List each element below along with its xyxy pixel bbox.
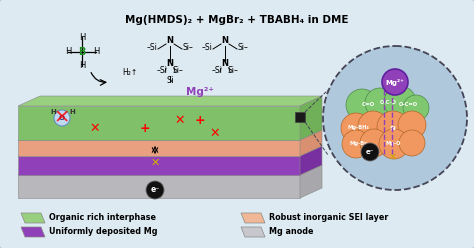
Text: –Si: –Si — [201, 43, 212, 52]
Text: N: N — [221, 36, 228, 45]
Polygon shape — [18, 130, 322, 140]
Text: –Si: –Si — [156, 66, 167, 75]
Text: Mg²⁺: Mg²⁺ — [186, 87, 214, 97]
Polygon shape — [241, 213, 265, 223]
Circle shape — [361, 143, 379, 161]
Polygon shape — [18, 165, 322, 175]
Text: Si: Si — [390, 125, 396, 130]
Text: e⁻: e⁻ — [150, 186, 160, 194]
Polygon shape — [18, 106, 300, 140]
Text: ✕: ✕ — [175, 114, 185, 126]
Circle shape — [54, 110, 70, 126]
Text: H: H — [50, 109, 56, 115]
Text: ✕: ✕ — [54, 109, 70, 127]
Text: N: N — [166, 36, 173, 45]
Text: N: N — [221, 59, 228, 68]
Text: Si–: Si– — [182, 43, 193, 52]
Polygon shape — [18, 140, 300, 156]
Text: H: H — [79, 32, 85, 41]
Text: Uniformly deposited Mg: Uniformly deposited Mg — [49, 227, 157, 237]
Text: H: H — [69, 109, 75, 115]
Text: N: N — [166, 59, 173, 68]
Polygon shape — [241, 227, 265, 237]
Polygon shape — [18, 146, 322, 156]
Text: H₂↑: H₂↑ — [122, 68, 137, 77]
Text: ✕: ✕ — [150, 158, 160, 168]
Text: O-C=O: O-C=O — [399, 102, 418, 107]
Circle shape — [398, 111, 426, 139]
Circle shape — [323, 46, 467, 190]
Text: Mg-O: Mg-O — [385, 141, 401, 146]
Circle shape — [403, 95, 429, 121]
Circle shape — [342, 130, 370, 158]
Circle shape — [399, 130, 425, 156]
Text: +: + — [140, 122, 150, 134]
Polygon shape — [300, 96, 322, 140]
Text: Mg-Br: Mg-Br — [349, 141, 367, 146]
Text: O: O — [59, 115, 65, 121]
Text: –Si: –Si — [146, 43, 157, 52]
Text: Si–: Si– — [228, 66, 238, 75]
Text: B: B — [78, 47, 86, 57]
Text: Si–: Si– — [173, 66, 183, 75]
Text: Si–: Si– — [237, 43, 248, 52]
Polygon shape — [21, 213, 45, 223]
Text: H: H — [65, 48, 71, 57]
Text: C=O: C=O — [361, 102, 374, 107]
Text: H: H — [79, 62, 85, 70]
Text: ✕: ✕ — [389, 152, 397, 162]
Circle shape — [379, 129, 409, 159]
Text: ✕: ✕ — [90, 122, 100, 134]
Text: Robust inorganic SEI layer: Robust inorganic SEI layer — [269, 214, 388, 222]
Text: Organic rich interphase: Organic rich interphase — [49, 214, 156, 222]
Polygon shape — [18, 156, 300, 175]
Circle shape — [358, 111, 388, 141]
Text: –Si: –Si — [211, 66, 222, 75]
Circle shape — [382, 69, 408, 95]
Polygon shape — [300, 130, 322, 156]
Text: e⁻: e⁻ — [366, 149, 374, 155]
Text: O-C-O: O-C-O — [380, 100, 396, 105]
Text: Mg-BH₄: Mg-BH₄ — [347, 125, 369, 130]
Circle shape — [377, 111, 409, 143]
Circle shape — [341, 113, 371, 143]
Text: Mg(HMDS)₂ + MgBr₂ + TBABH₄ in DME: Mg(HMDS)₂ + MgBr₂ + TBABH₄ in DME — [125, 15, 349, 25]
Circle shape — [346, 89, 378, 121]
Polygon shape — [18, 96, 322, 106]
Circle shape — [365, 88, 395, 118]
Circle shape — [146, 181, 164, 199]
Text: +: + — [195, 114, 205, 126]
Polygon shape — [300, 165, 322, 198]
Polygon shape — [300, 146, 322, 175]
Text: Mg²⁺: Mg²⁺ — [385, 79, 404, 86]
Text: Si: Si — [166, 76, 174, 85]
Polygon shape — [18, 175, 300, 198]
Text: H: H — [93, 48, 99, 57]
Polygon shape — [21, 227, 45, 237]
Text: Mg anode: Mg anode — [269, 227, 313, 237]
Circle shape — [360, 129, 388, 157]
Text: ✕: ✕ — [210, 126, 220, 139]
Bar — [295, 112, 305, 122]
Circle shape — [384, 86, 416, 118]
